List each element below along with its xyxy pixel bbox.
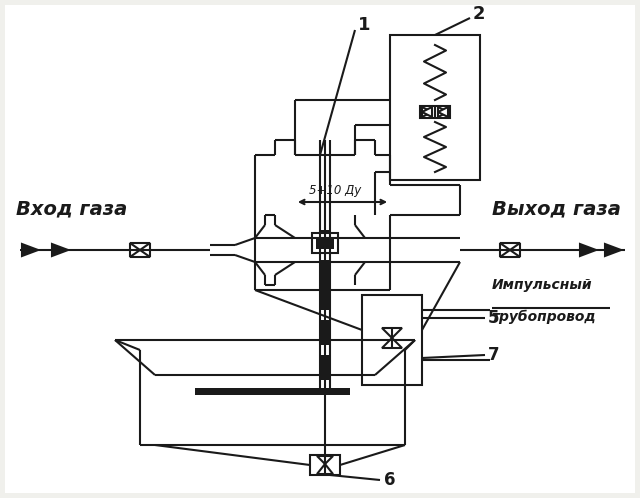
Polygon shape <box>580 244 596 256</box>
Text: 5: 5 <box>488 309 499 327</box>
Bar <box>362 295 422 385</box>
Text: 5+10 Ду: 5+10 Ду <box>309 184 361 197</box>
Polygon shape <box>500 243 510 257</box>
Polygon shape <box>438 107 448 117</box>
Polygon shape <box>422 107 432 117</box>
Polygon shape <box>52 244 68 256</box>
Polygon shape <box>320 355 330 380</box>
Polygon shape <box>317 464 333 474</box>
Text: 7: 7 <box>488 346 500 364</box>
Polygon shape <box>510 243 520 257</box>
Bar <box>420 106 450 118</box>
Polygon shape <box>316 237 334 249</box>
Polygon shape <box>320 230 330 250</box>
Polygon shape <box>422 107 432 117</box>
Text: 6: 6 <box>384 471 396 489</box>
Polygon shape <box>382 338 402 348</box>
Polygon shape <box>605 244 621 256</box>
Text: 1: 1 <box>358 16 371 34</box>
Polygon shape <box>130 243 140 257</box>
Polygon shape <box>22 244 38 256</box>
Bar <box>390 35 480 180</box>
Polygon shape <box>382 328 402 338</box>
Polygon shape <box>195 388 350 395</box>
Text: Выход газа: Выход газа <box>492 199 620 218</box>
Bar <box>312 233 338 253</box>
Bar <box>310 455 340 475</box>
Polygon shape <box>320 320 330 345</box>
Text: трубопровод: трубопровод <box>492 310 596 324</box>
Text: Вход газа: Вход газа <box>17 199 127 218</box>
Text: 2: 2 <box>473 5 486 23</box>
Polygon shape <box>438 107 448 117</box>
Text: Импульсный: Импульсный <box>492 278 593 292</box>
Polygon shape <box>317 456 333 464</box>
Polygon shape <box>140 243 150 257</box>
Polygon shape <box>320 260 330 310</box>
